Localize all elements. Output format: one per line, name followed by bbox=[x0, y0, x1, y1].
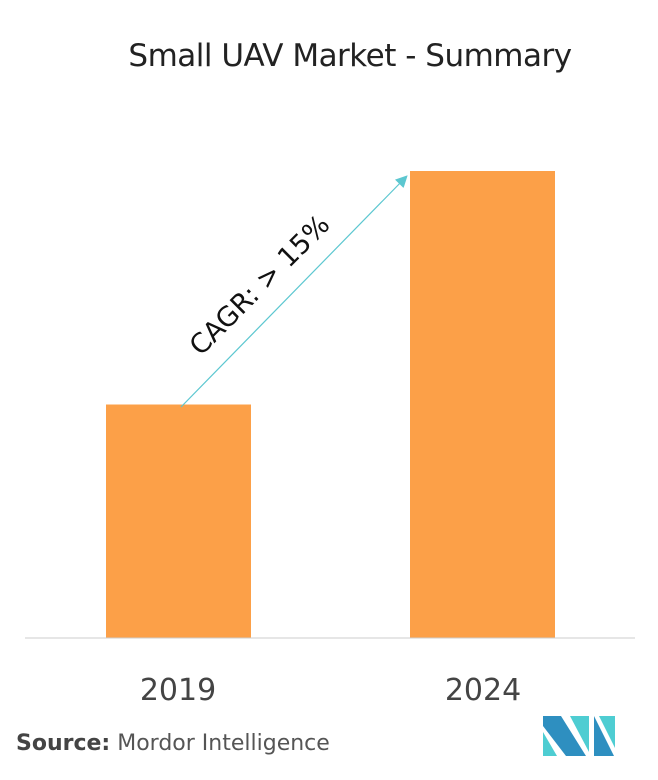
source-value: Mordor Intelligence bbox=[117, 731, 330, 756]
x-tick-label-2019: 2019 bbox=[140, 673, 216, 708]
bar-2019 bbox=[106, 404, 251, 638]
source-note: Source: Mordor Intelligence bbox=[16, 731, 330, 756]
cagr-arrow bbox=[180, 175, 408, 408]
mordor-logo bbox=[543, 716, 615, 756]
x-tick-label-2024: 2024 bbox=[445, 673, 521, 708]
chart-title: Small UAV Market - Summary bbox=[128, 38, 572, 74]
bar-2024 bbox=[410, 171, 555, 638]
source-label: Source: bbox=[16, 731, 111, 756]
